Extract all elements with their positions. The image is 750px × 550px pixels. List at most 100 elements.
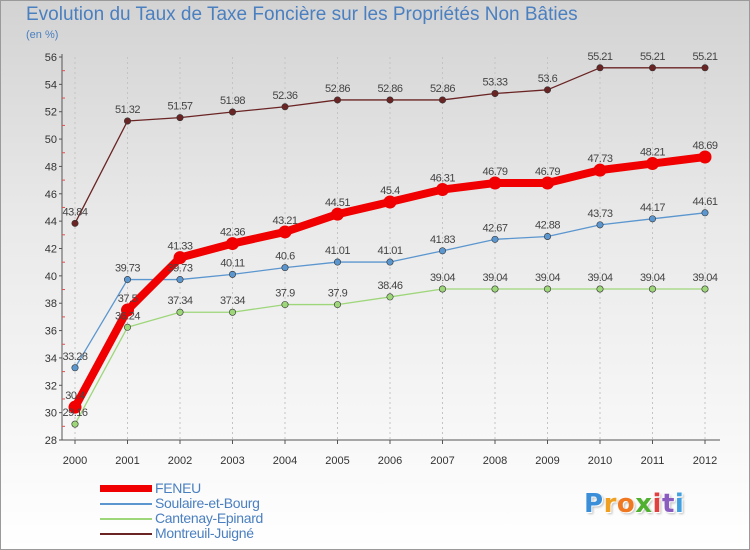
legend-swatch-soulaire-et-bourg — [100, 503, 152, 505]
data-label-feneu: 43.21 — [272, 215, 297, 227]
data-label-montreuil-juigne: 53.6 — [538, 73, 558, 85]
data-point-feneu — [488, 176, 502, 190]
data-point-feneu — [541, 176, 554, 190]
data-point-soulaire-et-bourg — [386, 258, 394, 266]
logo-letter: o — [616, 489, 636, 519]
data-label-feneu: 46.79 — [482, 166, 507, 178]
data-label-feneu: 42.36 — [220, 227, 245, 239]
data-point-montreuil-juigne — [543, 86, 551, 94]
x-tick-label: 2009 — [535, 455, 559, 467]
data-point-feneu — [278, 225, 292, 239]
y-tick-label: 54 — [45, 79, 57, 91]
data-point-montreuil-juigne — [701, 64, 709, 72]
data-point-soulaire-et-bourg — [438, 247, 446, 255]
data-label-soulaire-et-bourg: 44.61 — [692, 196, 717, 208]
data-point-feneu — [226, 237, 239, 251]
data-point-feneu — [646, 157, 659, 171]
data-label-feneu: 46.79 — [535, 166, 560, 178]
y-tick-label: 30 — [45, 408, 57, 420]
data-label-montreuil-juigne: 51.57 — [167, 101, 192, 113]
legend-label-cantenay-epinard: Cantenay-Epinard — [155, 510, 264, 526]
y-axis-unit-label: (en %) — [26, 29, 59, 41]
axes: 28 30 32 34 36 38 40 42 44 46 48 50 52 54 56 2000 2001 20… — [45, 52, 720, 467]
data-point-soulaire-et-bourg — [491, 235, 499, 243]
data-label-cantenay-epinard: 37.9 — [275, 288, 295, 300]
data-point-montreuil-juigne — [438, 96, 446, 104]
data-point-montreuil-juigne — [124, 117, 132, 125]
x-tick-label: 2000 — [63, 455, 87, 467]
data-point-cantenay-epinard — [491, 285, 499, 293]
data-label-feneu: 41.33 — [167, 241, 192, 253]
series-soulaire-et-bourg — [71, 209, 709, 372]
logo-letter: t — [661, 489, 675, 519]
data-label-feneu: 46.31 — [430, 173, 455, 185]
data-point-soulaire-et-bourg — [71, 364, 79, 372]
data-label-cantenay-epinard: 39.04 — [640, 272, 665, 284]
data-label-feneu: 47.73 — [587, 153, 612, 165]
data-label-cantenay-epinard: 37.9 — [328, 288, 348, 300]
data-point-feneu — [593, 163, 607, 177]
data-label-soulaire-et-bourg: 40.11 — [220, 257, 245, 269]
data-point-soulaire-et-bourg — [333, 258, 341, 266]
data-label-cantenay-epinard: 37.34 — [167, 295, 192, 307]
y-tick-label: 46 — [45, 189, 57, 201]
legend-item-cantenay-epinard: Cantenay-Epinard — [100, 510, 340, 527]
data-point-montreuil-juigne — [491, 90, 499, 98]
series-layer — [68, 64, 712, 428]
data-point-feneu — [436, 183, 449, 197]
data-point-feneu — [383, 195, 397, 209]
data-label-soulaire-et-bourg: 40.6 — [275, 251, 295, 263]
data-point-cantenay-epinard — [701, 285, 709, 293]
data-label-soulaire-et-bourg: 42.88 — [535, 219, 560, 231]
data-point-soulaire-et-bourg — [281, 264, 289, 272]
data-point-cantenay-epinard — [438, 285, 446, 293]
x-tick-label: 2001 — [115, 455, 139, 467]
x-tick-label: 2005 — [325, 455, 349, 467]
legend-label-montreuil-juigne: Montreuil-Juigné — [155, 525, 254, 541]
data-labels: 43.84 51.32 51.57 51.98 52.36 52.86 52.86 52.86… — [62, 51, 718, 419]
data-label-feneu: 30.4 — [65, 390, 85, 402]
data-label-cantenay-epinard: 39.04 — [430, 272, 455, 284]
data-point-soulaire-et-bourg — [648, 215, 656, 223]
data-point-feneu — [173, 251, 187, 265]
x-tick-label: 2007 — [430, 455, 454, 467]
logo-letter: i — [652, 489, 662, 519]
data-label-feneu: 48.21 — [640, 147, 665, 159]
data-point-cantenay-epinard — [71, 420, 79, 428]
data-point-soulaire-et-bourg — [701, 209, 709, 217]
logo-letter: P — [584, 489, 604, 519]
series-cantenay-epinard — [71, 285, 709, 428]
data-label-soulaire-et-bourg: 41.01 — [377, 245, 402, 257]
data-label-soulaire-et-bourg: 39.73 — [115, 263, 140, 275]
data-point-cantenay-epinard — [543, 285, 551, 293]
data-point-soulaire-et-bourg — [543, 232, 551, 240]
data-label-soulaire-et-bourg: 39.73 — [167, 263, 192, 275]
data-point-montreuil-juigne — [596, 64, 604, 72]
data-label-montreuil-juigne: 51.32 — [115, 104, 140, 116]
data-label-soulaire-et-bourg: 41.01 — [325, 245, 350, 257]
y-tick-label: 56 — [45, 52, 57, 64]
data-label-cantenay-epinard: 39.04 — [692, 272, 717, 284]
legend-swatch-cantenay-epinard — [100, 518, 152, 520]
x-tick-label: 2006 — [378, 455, 402, 467]
y-tick-label: 34 — [45, 353, 57, 365]
legend-label-soulaire-et-bourg: Soulaire-et-Bourg — [155, 495, 260, 511]
logo-letter: i — [674, 489, 685, 519]
y-tick-label: 44 — [45, 216, 57, 228]
y-tick-label: 50 — [45, 134, 57, 146]
data-label-montreuil-juigne: 55.21 — [587, 51, 612, 63]
data-point-feneu — [121, 303, 134, 317]
data-label-montreuil-juigne: 53.33 — [482, 77, 507, 89]
data-label-cantenay-epinard: 39.04 — [535, 272, 560, 284]
data-point-montreuil-juigne — [176, 114, 184, 122]
data-label-soulaire-et-bourg: 42.67 — [482, 222, 507, 234]
data-label-feneu: 45.4 — [380, 185, 400, 197]
data-label-cantenay-epinard: 37.34 — [220, 295, 245, 307]
legend: FENEU Soulaire-et-Bourg Cantenay-Epinard… — [100, 480, 340, 542]
data-label-montreuil-juigne: 43.84 — [62, 206, 87, 218]
legend-item-feneu: FENEU — [100, 480, 340, 497]
data-point-cantenay-epinard — [124, 323, 132, 331]
data-point-cantenay-epinard — [229, 308, 237, 316]
data-label-cantenay-epinard: 36.24 — [115, 310, 140, 322]
